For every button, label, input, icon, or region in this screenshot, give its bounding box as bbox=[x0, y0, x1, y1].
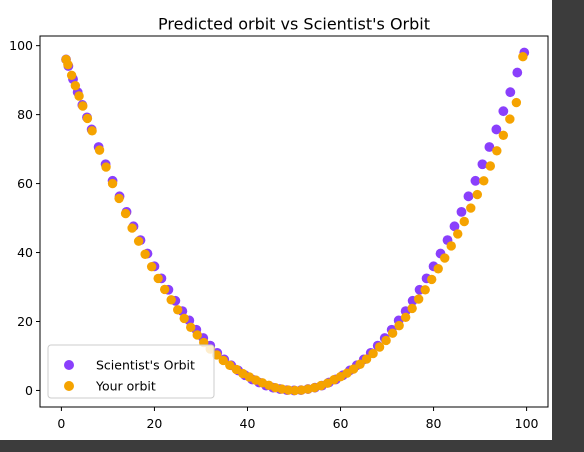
x-tick-label: 0 bbox=[57, 416, 65, 431]
data-point bbox=[420, 285, 429, 294]
y-tick-label: 60 bbox=[17, 176, 33, 191]
data-point bbox=[414, 294, 423, 303]
data-point bbox=[87, 126, 96, 135]
data-point bbox=[173, 305, 182, 314]
data-point bbox=[108, 179, 117, 188]
data-point bbox=[381, 336, 390, 345]
data-point bbox=[466, 203, 475, 212]
data-point bbox=[193, 330, 202, 339]
x-tick-label: 80 bbox=[426, 416, 442, 431]
data-point bbox=[166, 295, 175, 304]
data-point bbox=[147, 262, 156, 271]
data-point bbox=[74, 91, 83, 100]
data-point bbox=[457, 207, 467, 217]
chart-title: Predicted orbit vs Scientist's Orbit bbox=[158, 15, 430, 34]
data-point bbox=[95, 145, 104, 154]
data-point bbox=[140, 250, 149, 259]
scatter-chart: Predicted orbit vs Scientist's Orbit 0 20… bbox=[0, 0, 552, 440]
data-point bbox=[180, 314, 189, 323]
data-point bbox=[512, 68, 522, 78]
data-point bbox=[160, 285, 169, 294]
data-point bbox=[447, 241, 456, 250]
data-point bbox=[478, 159, 488, 169]
data-point bbox=[460, 217, 469, 226]
data-point bbox=[153, 274, 162, 283]
data-point bbox=[71, 81, 80, 90]
data-point bbox=[464, 191, 474, 201]
data-point bbox=[121, 209, 130, 218]
x-tick-label: 40 bbox=[240, 416, 256, 431]
data-point bbox=[63, 60, 72, 69]
x-tick-label: 100 bbox=[515, 416, 539, 431]
y-tick-label: 40 bbox=[17, 245, 33, 260]
data-point bbox=[78, 101, 87, 110]
data-point bbox=[505, 114, 514, 123]
data-point bbox=[394, 321, 403, 330]
legend: Scientist's Orbit Your orbit bbox=[48, 345, 214, 398]
data-point bbox=[518, 52, 527, 61]
legend-label-your-orbit: Your orbit bbox=[95, 379, 156, 394]
data-point bbox=[388, 329, 397, 338]
y-tick-label: 80 bbox=[17, 107, 33, 122]
data-point bbox=[407, 304, 416, 313]
data-point bbox=[505, 87, 515, 97]
y-tick-label: 100 bbox=[9, 38, 33, 53]
data-point bbox=[127, 223, 136, 232]
data-point bbox=[427, 275, 436, 284]
data-point bbox=[479, 176, 488, 185]
data-point bbox=[471, 176, 481, 186]
data-point bbox=[512, 98, 521, 107]
data-point bbox=[486, 161, 495, 170]
data-point bbox=[134, 236, 143, 245]
data-point bbox=[498, 106, 508, 116]
data-point bbox=[492, 146, 501, 155]
data-point bbox=[67, 71, 76, 80]
figure-canvas: Predicted orbit vs Scientist's Orbit 0 20… bbox=[0, 0, 552, 440]
data-point bbox=[434, 264, 443, 273]
data-point bbox=[83, 114, 92, 123]
y-tick-label: 20 bbox=[17, 314, 33, 329]
x-tick-label: 60 bbox=[333, 416, 349, 431]
data-point bbox=[101, 162, 110, 171]
data-point bbox=[473, 190, 482, 199]
data-point bbox=[114, 194, 123, 203]
data-point bbox=[499, 131, 508, 140]
legend-marker-scientists-orbit bbox=[64, 360, 74, 370]
data-point bbox=[453, 229, 462, 238]
legend-marker-your-orbit bbox=[64, 381, 74, 391]
legend-label-scientists-orbit: Scientist's Orbit bbox=[96, 358, 195, 373]
y-tick-label: 0 bbox=[25, 383, 33, 398]
data-point bbox=[186, 323, 195, 332]
data-point bbox=[401, 313, 410, 322]
data-point bbox=[440, 253, 449, 262]
x-tick-label: 20 bbox=[146, 416, 162, 431]
